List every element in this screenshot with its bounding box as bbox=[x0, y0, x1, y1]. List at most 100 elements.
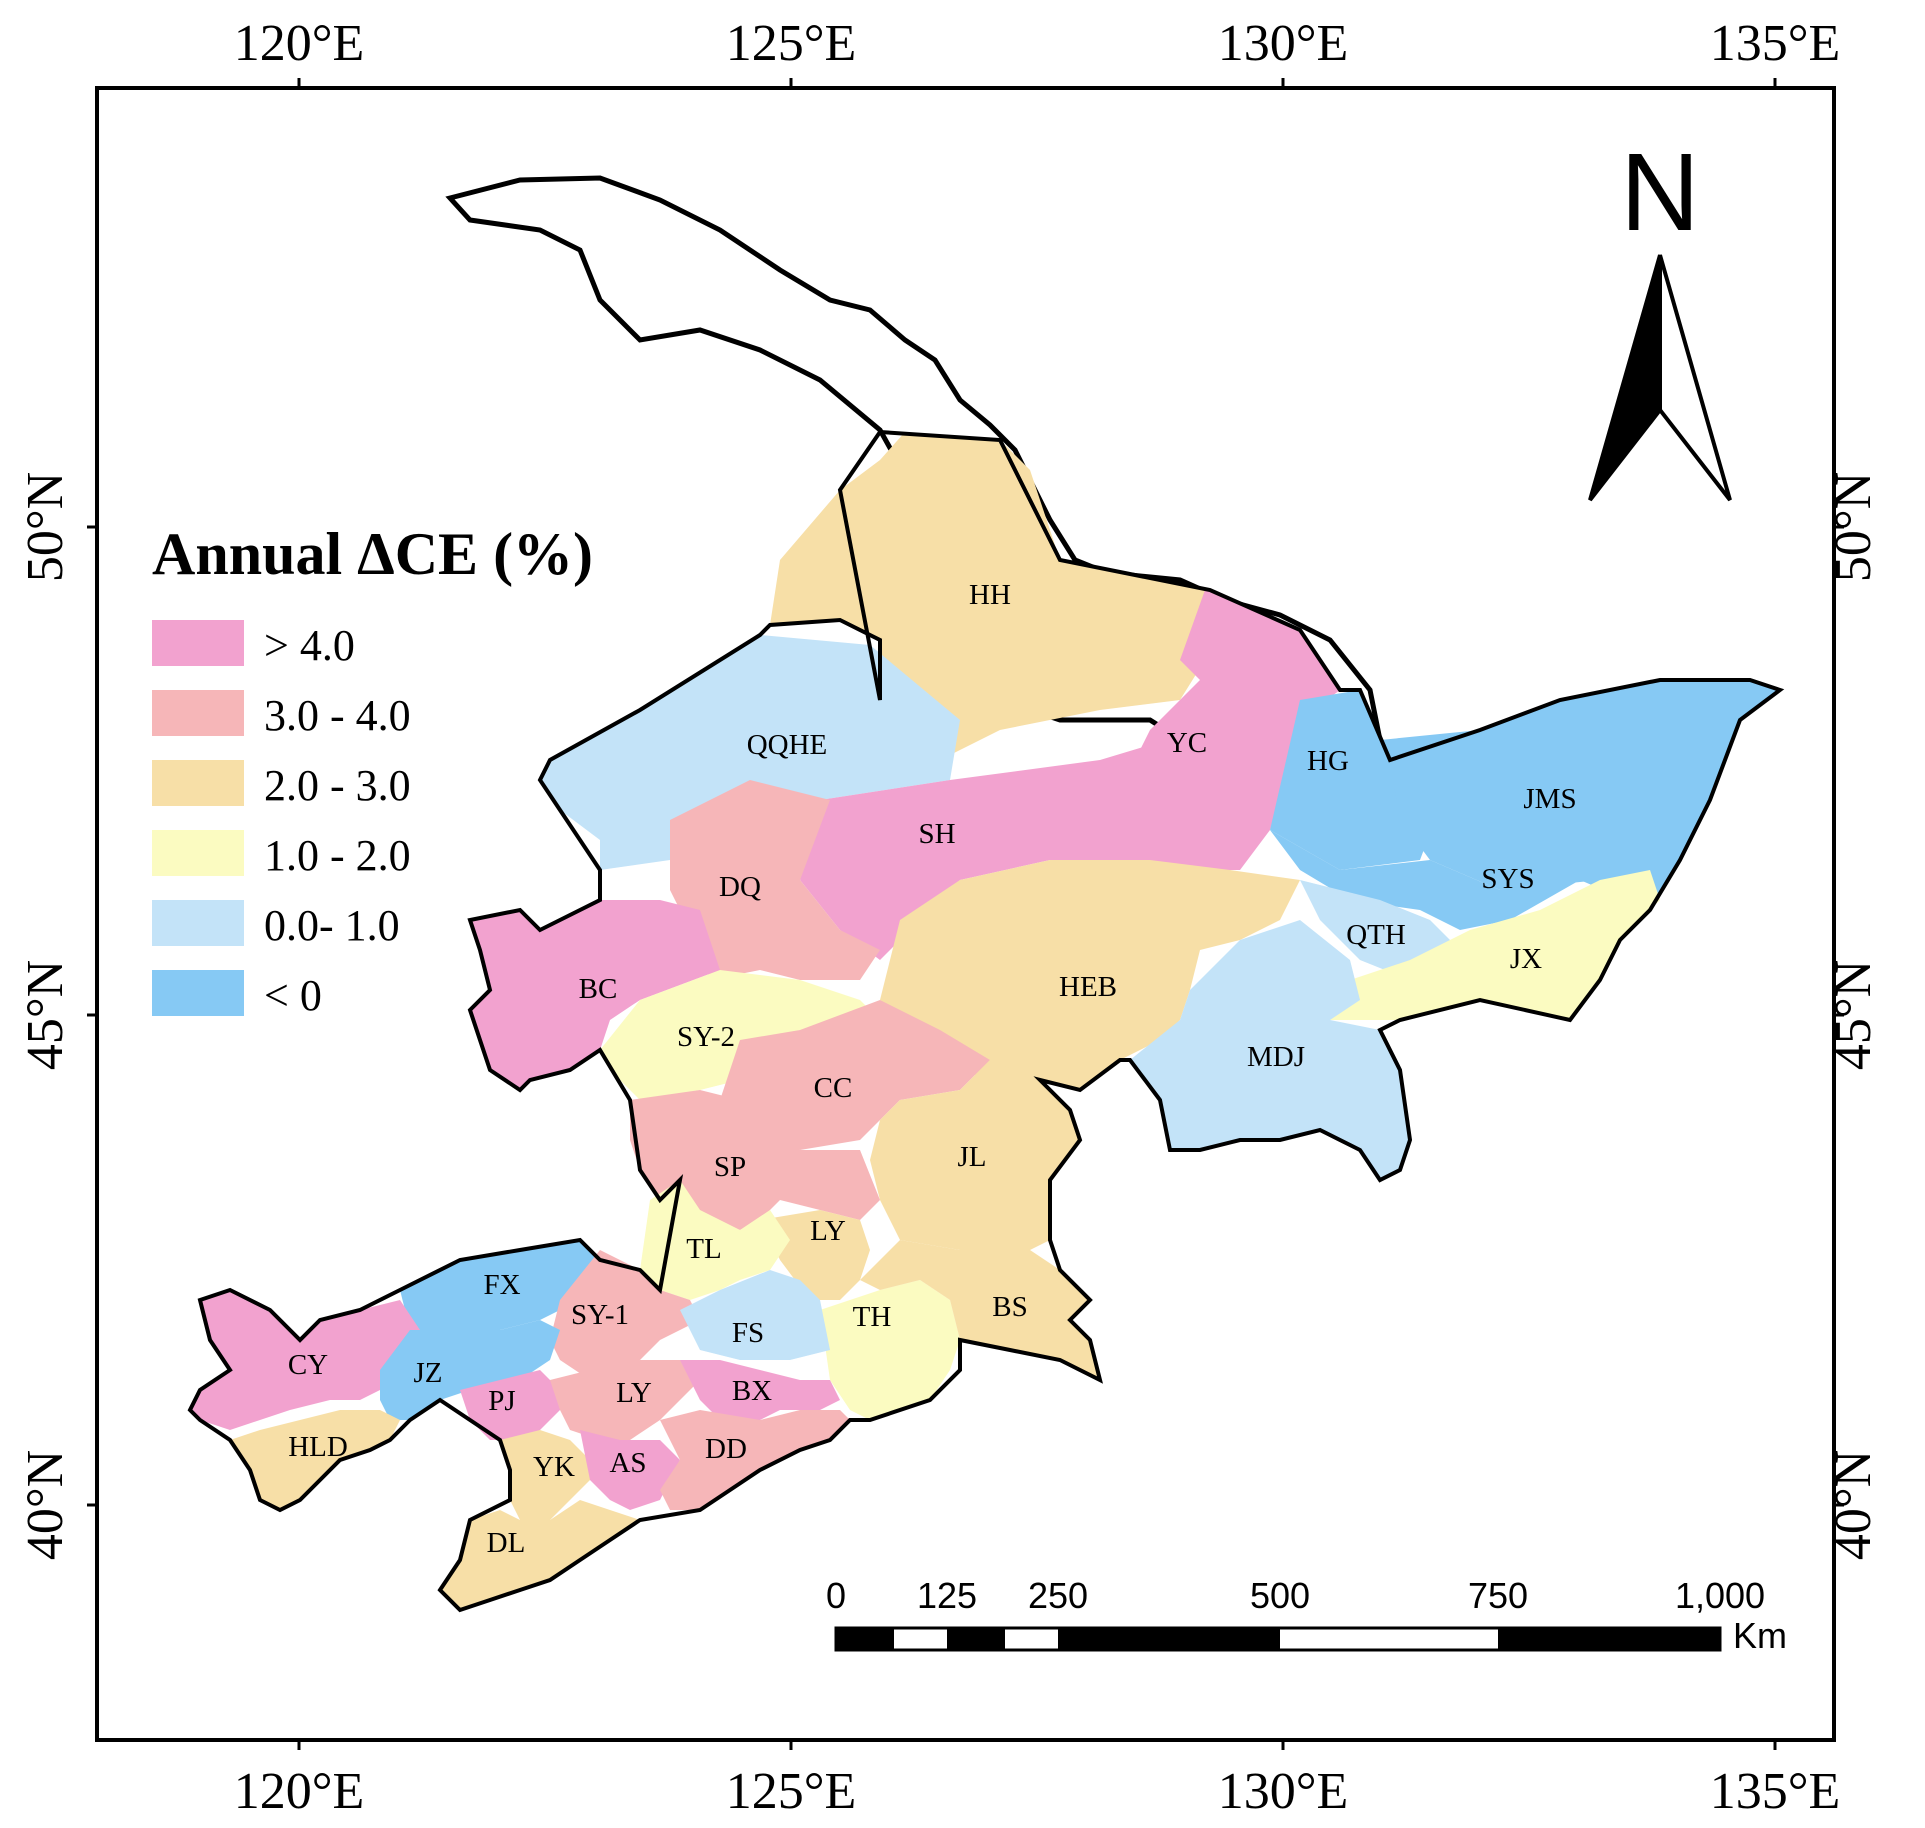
scale-label: 750 bbox=[1468, 1575, 1528, 1616]
legend-title: Annual ΔCE (%) bbox=[152, 521, 593, 587]
scale-label: 500 bbox=[1250, 1575, 1310, 1616]
region-label-BX: BX bbox=[732, 1375, 772, 1407]
region-label-SH: SH bbox=[918, 818, 955, 850]
region-SYS bbox=[1270, 830, 1680, 930]
region-BS bbox=[860, 1240, 1100, 1380]
region-AS bbox=[580, 1430, 680, 1510]
region-QQHE bbox=[540, 635, 960, 870]
lon-ticks-bottom: 120°E 125°E 130°E 135°E bbox=[234, 1740, 1841, 1820]
region-label-CY: CY bbox=[288, 1349, 328, 1381]
lat-tick-label-left: 45°N bbox=[17, 960, 74, 1070]
region-DL bbox=[440, 1500, 640, 1610]
lat-ticks-left: 50°N 45°N 40°N bbox=[17, 472, 97, 1560]
north-label: N bbox=[1620, 131, 1699, 254]
region-label-JZ: JZ bbox=[414, 1357, 443, 1389]
region-label-HLD: HLD bbox=[288, 1431, 348, 1463]
region-PJ bbox=[460, 1370, 560, 1440]
lat-tick-label-left: 50°N bbox=[17, 472, 74, 582]
region-label-SP: SP bbox=[714, 1151, 746, 1183]
region-LY-south bbox=[550, 1360, 700, 1440]
region-label-DL: DL bbox=[487, 1527, 526, 1559]
region-HLD bbox=[230, 1410, 400, 1510]
region-BC bbox=[470, 900, 720, 1090]
region-label-YC: YC bbox=[1167, 727, 1207, 759]
legend-label: 3.0 - 4.0 bbox=[264, 691, 411, 740]
region-YK bbox=[500, 1430, 590, 1520]
region-SH bbox=[800, 730, 1270, 960]
region-LY-north bbox=[760, 1210, 870, 1300]
study-area-outline bbox=[187, 429, 1785, 1613]
region-label-DQ: DQ bbox=[719, 871, 761, 903]
region-label-QQHE: QQHE bbox=[747, 729, 828, 761]
legend-label: < 0 bbox=[264, 971, 322, 1020]
legend-label: > 4.0 bbox=[264, 621, 355, 670]
legend-swatch bbox=[152, 620, 244, 666]
region-label-QTH: QTH bbox=[1346, 919, 1406, 951]
region-SY-2 bbox=[600, 970, 880, 1100]
region-CC bbox=[720, 1000, 990, 1150]
region-label-TL: TL bbox=[686, 1233, 721, 1265]
lon-tick-label-top: 120°E bbox=[234, 15, 365, 72]
region-label-HEB: HEB bbox=[1059, 971, 1117, 1003]
lon-ticks-top: 120°E 125°E 130°E 135°E bbox=[234, 15, 1841, 88]
region-label-CC: CC bbox=[814, 1072, 853, 1104]
region-label-JL: JL bbox=[958, 1141, 987, 1173]
region-label-JMS: JMS bbox=[1523, 783, 1576, 815]
region-MDJ bbox=[1130, 920, 1410, 1180]
region-JL bbox=[870, 1060, 1080, 1250]
region-label-LY: LY bbox=[810, 1215, 846, 1247]
region-label-YK: YK bbox=[533, 1451, 575, 1483]
region-TL bbox=[640, 1180, 790, 1300]
legend-swatch bbox=[152, 830, 244, 876]
region-label-SY-2: SY-2 bbox=[677, 1021, 735, 1053]
region-BX bbox=[680, 1360, 840, 1420]
region-label-AS: AS bbox=[609, 1447, 646, 1479]
legend-swatch bbox=[152, 900, 244, 946]
region-label-HH: HH bbox=[969, 579, 1011, 611]
lat-tick-label-right: 45°N bbox=[1825, 960, 1882, 1070]
region-JZ bbox=[380, 1320, 560, 1420]
lon-tick-label-bottom: 125°E bbox=[726, 1763, 857, 1820]
north-arrow-icon: N bbox=[1588, 131, 1732, 502]
legend-swatch bbox=[152, 690, 244, 736]
region-label-LY-south: LY bbox=[616, 1377, 652, 1409]
region-label-SY-1: SY-1 bbox=[571, 1299, 629, 1331]
region-JX bbox=[1330, 870, 1660, 1020]
lon-tick-label-top: 130°E bbox=[1218, 15, 1349, 72]
scale-bar: 0 125 250 500 750 1,000 Km bbox=[826, 1575, 1787, 1656]
lon-tick-label-bottom: 130°E bbox=[1218, 1763, 1349, 1820]
region-SP bbox=[630, 1090, 880, 1230]
region-JMS bbox=[1380, 680, 1780, 890]
scale-label: 125 bbox=[917, 1575, 977, 1616]
lon-tick-label-top: 135°E bbox=[1710, 15, 1841, 72]
lon-tick-label-bottom: 135°E bbox=[1710, 1763, 1841, 1820]
region-label-FS: FS bbox=[732, 1317, 764, 1349]
legend-swatch bbox=[152, 760, 244, 806]
lat-tick-label-left: 40°N bbox=[17, 1450, 74, 1560]
region-DQ bbox=[670, 780, 880, 980]
region-labels: HH QQHE YC HG JMS SH DQ SYS QTH JX BC HE… bbox=[288, 579, 1577, 1559]
lat-tick-label-right: 50°N bbox=[1825, 472, 1882, 582]
region-TH bbox=[820, 1280, 960, 1420]
legend-label: 0.0- 1.0 bbox=[264, 901, 400, 950]
legend-label: 2.0 - 3.0 bbox=[264, 761, 411, 810]
map-frame bbox=[95, 86, 1836, 1742]
lon-tick-label-bottom: 120°E bbox=[234, 1763, 365, 1820]
region-label-DD: DD bbox=[705, 1433, 747, 1465]
lat-tick-label-right: 40°N bbox=[1825, 1450, 1882, 1560]
region-label-BC: BC bbox=[579, 973, 618, 1005]
legend: Annual ΔCE (%) > 4.0 3.0 - 4.0 2.0 - 3.0… bbox=[152, 521, 593, 1020]
region-label-BS: BS bbox=[992, 1291, 1027, 1323]
lon-tick-label-top: 125°E bbox=[726, 15, 857, 72]
legend-label: 1.0 - 2.0 bbox=[264, 831, 411, 880]
region-CY bbox=[190, 1290, 420, 1430]
scale-unit: Km bbox=[1733, 1615, 1787, 1656]
scale-label: 250 bbox=[1028, 1575, 1088, 1616]
region-label-HG: HG bbox=[1307, 745, 1349, 777]
region-HEB bbox=[880, 860, 1300, 1100]
region-label-PJ: PJ bbox=[488, 1385, 515, 1417]
region-FS bbox=[680, 1270, 830, 1360]
region-label-MDJ: MDJ bbox=[1247, 1041, 1305, 1073]
region-DD bbox=[660, 1410, 850, 1510]
